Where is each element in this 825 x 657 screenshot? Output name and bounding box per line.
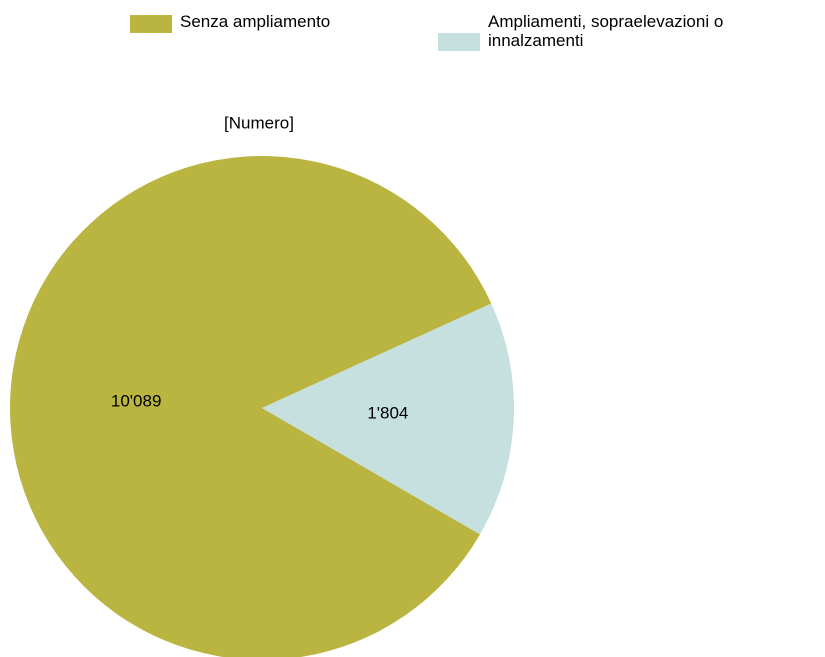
legend-swatch (130, 15, 172, 33)
legend-swatch (438, 33, 480, 51)
data-label: 1'804 (367, 404, 408, 423)
pie-slice (10, 156, 492, 657)
legend-item: Senza ampliamento (130, 12, 330, 33)
legend-label: Senza ampliamento (180, 12, 331, 31)
pie-slice (262, 303, 514, 535)
data-label: 10'089 (111, 391, 162, 410)
chart-title: [Numero] (224, 113, 294, 132)
legend-label: Ampliamenti, sopraelevazioni o innalzame… (488, 12, 724, 50)
legend-item: Ampliamenti, sopraelevazioni o innalzame… (438, 12, 778, 51)
